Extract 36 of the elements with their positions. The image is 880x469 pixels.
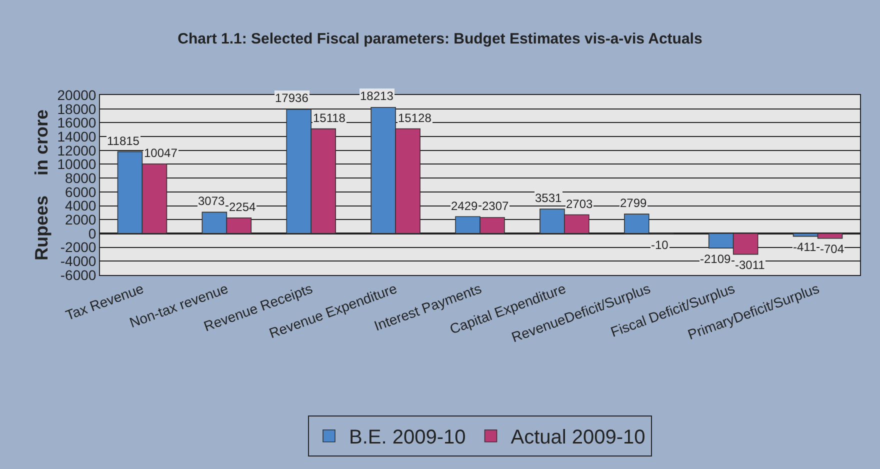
y-tick-label: 10000 xyxy=(57,156,96,172)
y-tick-label: 4000 xyxy=(65,198,96,214)
data-label: -3011 xyxy=(735,258,766,272)
y-tick-label: 8000 xyxy=(65,170,96,186)
data-label: 2703 xyxy=(566,197,594,211)
data-label: 11815 xyxy=(107,134,140,148)
y-tick-label: 20000 xyxy=(57,86,96,103)
data-label: -10 xyxy=(651,238,669,252)
legend-label: Actual 2009-10 xyxy=(510,426,646,449)
data-label: -2109 xyxy=(700,252,732,266)
y-tick-label: 6000 xyxy=(65,184,96,200)
data-label: -411 xyxy=(793,240,816,254)
y-tick-label: -2000 xyxy=(60,239,96,256)
data-label: 17936 xyxy=(275,91,309,105)
y-tick-label: -4000 xyxy=(60,253,96,270)
y-tick-label: 16000 xyxy=(57,114,96,131)
data-label: -704 xyxy=(820,242,844,256)
y-tick-label: 18000 xyxy=(57,100,96,117)
data-label: 2799 xyxy=(620,196,648,210)
data-label: 3531 xyxy=(535,191,562,205)
data-label: 10047 xyxy=(144,146,178,160)
data-label: 18213 xyxy=(360,89,394,103)
y-tick-label: 2000 xyxy=(65,212,96,228)
data-label: 3073 xyxy=(198,194,226,208)
data-label: 15128 xyxy=(398,111,432,125)
y-axis-title: Rupees in crore xyxy=(31,109,52,261)
data-label: 2429 xyxy=(451,199,478,213)
y-tick-label: 14000 xyxy=(57,128,96,144)
data-label: 15118 xyxy=(313,111,346,125)
chart-title: Chart 1.1: Selected Fiscal parameters: Budget Estimates vis-a-vis Actuals xyxy=(178,30,702,48)
data-label: 2307 xyxy=(482,199,510,213)
data-label: 2254 xyxy=(229,200,256,214)
y-tick-label: -6000 xyxy=(60,266,96,283)
y-tick-label: 12000 xyxy=(57,142,96,158)
legend-label: B.E. 2009-10 xyxy=(349,426,466,449)
y-tick-label: 0 xyxy=(88,225,96,242)
